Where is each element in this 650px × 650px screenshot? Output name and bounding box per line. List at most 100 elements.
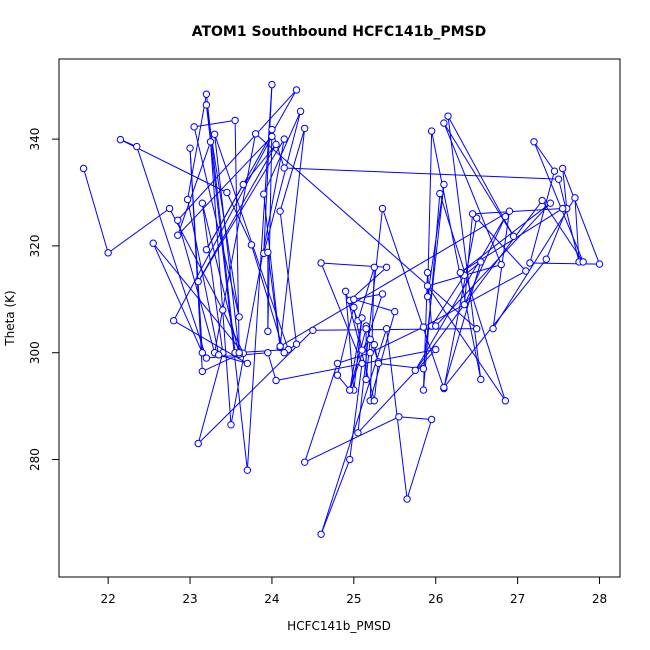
series-segment <box>275 349 436 381</box>
series-segment <box>353 298 395 313</box>
series-segment <box>476 217 527 272</box>
series-segment <box>353 307 363 351</box>
series-segment <box>533 141 584 263</box>
data-point <box>198 367 207 376</box>
series-segment <box>463 213 474 305</box>
data-point <box>391 307 399 316</box>
series-segment <box>349 363 363 460</box>
series-segment <box>447 116 482 380</box>
data-point <box>268 125 276 134</box>
x-tick-label: 27 <box>510 592 525 606</box>
y-tick-label: 300 <box>28 341 42 364</box>
data-point <box>235 349 243 357</box>
series-segment <box>83 168 109 253</box>
series-segment <box>562 168 568 209</box>
series-segment <box>136 146 207 359</box>
data-point <box>554 175 563 183</box>
series-segment <box>250 244 285 353</box>
data-point <box>317 530 325 538</box>
data-point <box>243 359 252 368</box>
data-point <box>382 263 391 271</box>
series-segment <box>279 128 306 347</box>
data-point <box>174 231 182 239</box>
data-point <box>477 375 485 384</box>
series-segment <box>230 139 285 425</box>
series-segment <box>279 128 306 212</box>
data-point <box>202 101 211 109</box>
data-point <box>440 180 448 189</box>
y-tick-label: 320 <box>28 234 42 257</box>
y-axis-label: Theta (K) <box>3 290 17 346</box>
data-point <box>149 239 157 247</box>
series-segment <box>373 361 379 401</box>
data-point <box>497 260 505 269</box>
data-point <box>79 164 88 173</box>
data-point <box>382 324 391 333</box>
data-point <box>272 376 280 385</box>
series-layer <box>79 80 604 538</box>
data-point <box>526 259 534 267</box>
data-point <box>202 354 211 362</box>
data-point <box>169 316 178 325</box>
data-point <box>190 123 198 131</box>
data-point <box>251 130 260 138</box>
data-point <box>276 207 284 215</box>
series-segment <box>205 184 244 250</box>
series-segment <box>202 353 240 372</box>
data-point <box>546 199 555 207</box>
x-axis: 22 23 24 25 26 27 28 <box>100 576 607 606</box>
series-segment <box>422 184 445 369</box>
data-point <box>300 458 309 466</box>
series-segment <box>357 349 437 434</box>
data-point <box>202 245 211 254</box>
data-point <box>264 327 272 336</box>
data-point <box>350 295 358 304</box>
data-point <box>509 232 518 240</box>
data-point <box>558 164 567 173</box>
data-point <box>595 260 604 268</box>
series-segment <box>414 216 506 371</box>
data-point <box>219 306 227 314</box>
series-segment <box>443 218 478 389</box>
series-segment <box>197 352 224 444</box>
data-point <box>317 259 325 267</box>
data-point <box>550 167 559 175</box>
y-axis: 280 300 320 340 <box>28 128 60 471</box>
data-point <box>419 323 428 331</box>
data-point <box>419 365 428 373</box>
series-segment <box>459 202 551 274</box>
data-point <box>358 346 366 354</box>
series-segment <box>435 202 551 327</box>
data-point <box>427 415 436 424</box>
series-segment <box>107 208 170 254</box>
series-segment <box>284 167 559 180</box>
data-point <box>223 188 231 197</box>
series-segment <box>406 419 433 500</box>
data-point <box>366 349 374 357</box>
series-segment <box>320 262 363 364</box>
data-point <box>333 359 342 368</box>
data-point <box>276 342 284 351</box>
series-segment <box>267 352 277 381</box>
plot-area-frame <box>58 58 621 578</box>
series-segment <box>349 317 363 391</box>
series-segment <box>369 326 424 354</box>
data-point <box>423 292 432 301</box>
data-point <box>268 80 276 89</box>
series-segment <box>189 148 203 372</box>
series-segment <box>177 141 211 236</box>
data-point <box>165 204 174 213</box>
data-point <box>374 359 383 368</box>
x-tick-label: 22 <box>100 592 115 606</box>
data-point <box>370 397 379 405</box>
data-point <box>489 324 497 333</box>
data-point <box>370 263 379 271</box>
data-point <box>198 349 207 357</box>
x-axis-label: HCFC141b_PMSD <box>287 619 391 633</box>
series-segment <box>562 168 600 265</box>
series-segment <box>439 193 506 401</box>
series-segment <box>472 208 563 215</box>
data-point <box>231 116 239 125</box>
data-point <box>542 255 550 263</box>
series-segment <box>263 84 273 254</box>
